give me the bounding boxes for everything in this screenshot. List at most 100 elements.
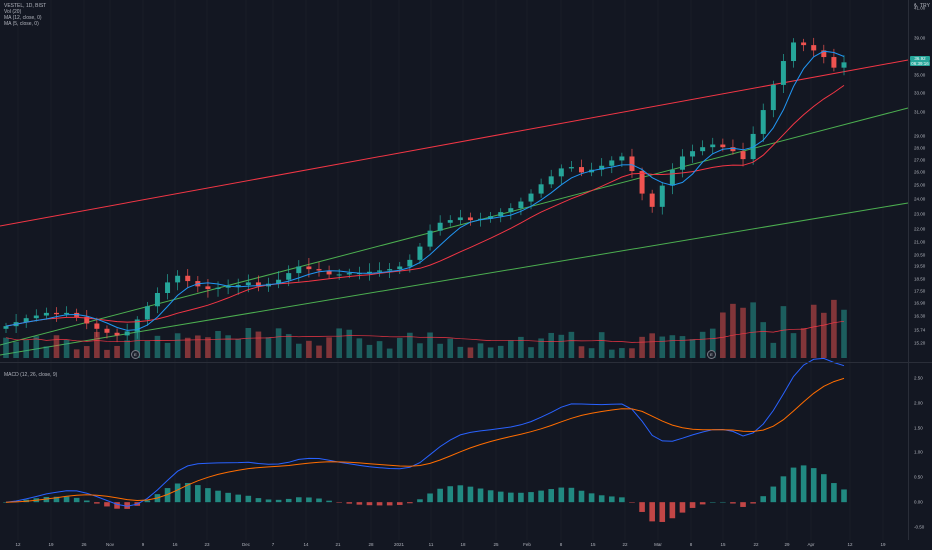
macd-histogram-bar xyxy=(417,499,423,503)
pane-separator[interactable] xyxy=(0,362,932,363)
earnings-marker[interactable]: E xyxy=(707,350,716,359)
volume-bar xyxy=(528,347,534,358)
time-axis-label: 28 xyxy=(368,542,374,547)
macd-histogram-bar xyxy=(619,497,625,503)
macd-histogram-bar xyxy=(265,499,272,503)
macd-histogram-bar xyxy=(810,468,817,503)
candle-body xyxy=(346,273,352,275)
macd-histogram-bar xyxy=(598,495,605,503)
macd-histogram-bar xyxy=(649,502,655,522)
price-axis-label: 21.00 xyxy=(914,239,926,245)
macd-histogram-bar xyxy=(538,490,544,503)
macd-histogram-bar xyxy=(558,487,565,503)
time-axis-label: 16 xyxy=(172,542,178,547)
candle-body xyxy=(659,185,665,207)
macd-histogram-bar xyxy=(225,492,231,503)
macd-histogram-bar xyxy=(336,502,342,503)
candle-body xyxy=(124,331,130,336)
macd-histogram-bar xyxy=(447,486,454,503)
candle-body xyxy=(700,147,706,152)
volume-bar xyxy=(619,348,625,358)
time-axis-label: 15 xyxy=(590,542,596,547)
candle-body xyxy=(53,312,59,315)
candle-body xyxy=(387,269,393,271)
candle-body xyxy=(649,193,655,207)
macd-histogram-bar xyxy=(386,502,393,506)
volume-bar xyxy=(730,303,736,358)
candle-body xyxy=(679,156,685,170)
volume-bar xyxy=(578,346,585,358)
candle-body xyxy=(296,266,302,274)
earnings-marker[interactable]: E xyxy=(131,350,140,359)
candle-body xyxy=(255,282,261,287)
legend-vol[interactable]: Vol (20) xyxy=(4,9,22,15)
macd-histogram-bar xyxy=(518,492,524,503)
candle-body xyxy=(710,144,716,148)
trend-line-upper xyxy=(0,107,909,346)
candle-body xyxy=(286,273,292,280)
volume-bar xyxy=(538,338,544,358)
candle-body xyxy=(94,323,100,329)
currency-code[interactable]: TRY xyxy=(920,3,930,9)
time-axis-label: 8 xyxy=(689,542,693,547)
macd-histogram-bar xyxy=(215,490,221,503)
macd-axis-label: -0.50 xyxy=(914,524,925,530)
volume-bar xyxy=(346,329,353,358)
macd-histogram-bar xyxy=(195,485,201,503)
candle-body xyxy=(3,326,9,329)
macd-histogram-bar xyxy=(568,487,575,503)
time-axis-label: 23 xyxy=(204,542,210,547)
time-axis-label: 12 xyxy=(847,542,853,547)
candle-body xyxy=(316,269,322,271)
legend-ma21[interactable]: MA (5, close, 0) xyxy=(4,21,39,27)
time-axis-label: 14 xyxy=(303,542,309,547)
candle-body xyxy=(488,216,494,219)
volume-bar xyxy=(639,336,645,358)
candle-body xyxy=(245,282,251,286)
price-axis-label: 39.00 xyxy=(914,35,926,41)
ma-slow-line xyxy=(5,84,845,327)
time-axis-label: 18 xyxy=(460,542,466,547)
macd-histogram-bar xyxy=(285,498,292,503)
macd-histogram-bar xyxy=(659,502,666,522)
macd-legend[interactable]: MACD (12, 26, close, 9) xyxy=(4,372,58,378)
macd-histogram-bar xyxy=(306,497,312,503)
macd-axis-label: 0.00 xyxy=(914,499,923,505)
signal-line xyxy=(5,377,845,503)
time-axis-label: 19 xyxy=(880,542,886,547)
currency-icon[interactable]: ₺ xyxy=(914,3,918,9)
price-axis[interactable] xyxy=(908,0,932,540)
volume-bar xyxy=(134,329,141,358)
time-axis-label: 9 xyxy=(141,542,145,547)
volume-bar xyxy=(831,299,837,358)
candle-body xyxy=(811,45,817,51)
candle-body xyxy=(134,319,140,332)
legend-symbol[interactable]: VESTEL, 1D, BIST xyxy=(4,3,47,9)
macd-histogram-bar xyxy=(841,489,847,503)
candle-body xyxy=(205,286,211,290)
volume-bar xyxy=(780,306,787,358)
candle-body xyxy=(417,246,423,260)
volume-bar xyxy=(770,342,777,358)
macd-histogram-bar xyxy=(144,500,151,503)
macd-histogram-bar xyxy=(800,465,807,503)
legend-ma12[interactable]: MA (12, close, 0) xyxy=(4,15,42,21)
volume-bar xyxy=(94,331,100,358)
macd-histogram-bar xyxy=(821,474,827,503)
price-axis-label: 33.00 xyxy=(914,90,926,96)
macd-histogram-bar xyxy=(487,490,494,503)
candle-body xyxy=(730,147,736,152)
candle-body xyxy=(326,270,332,275)
volume-bar xyxy=(316,345,322,358)
volume-bar xyxy=(659,336,666,358)
price-axis-label: 28.00 xyxy=(914,145,926,151)
macd-histogram-bar xyxy=(376,502,383,506)
macd-histogram-bar xyxy=(396,502,403,505)
time-axis-label: Apr xyxy=(807,542,815,547)
macd-histogram-bar xyxy=(407,502,413,504)
macd-histogram-bar xyxy=(245,495,252,503)
candle-body xyxy=(841,62,847,68)
volume-bar xyxy=(760,322,767,358)
